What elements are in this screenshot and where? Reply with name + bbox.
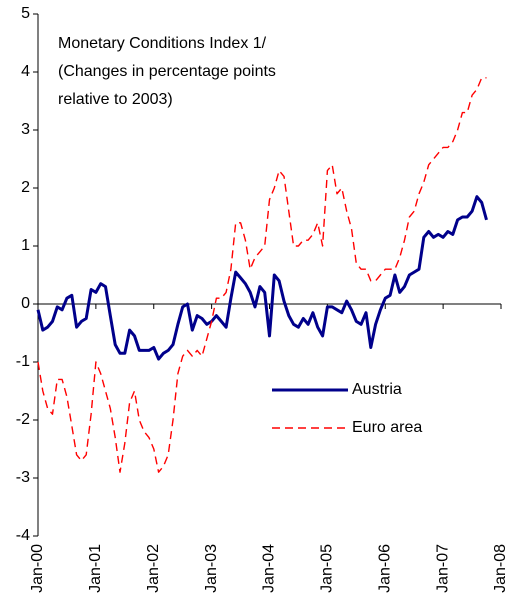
x-tick-label: Jan-03 xyxy=(203,544,220,593)
x-tick-label: Jan-07 xyxy=(434,544,451,593)
x-tick-label: Jan-08 xyxy=(492,544,509,593)
y-tick-label: 1 xyxy=(21,237,30,254)
chart-title-line: (Changes in percentage points xyxy=(58,63,276,80)
legend-label: Austria xyxy=(352,381,402,398)
chart-title-line: relative to 2003) xyxy=(58,91,173,108)
x-tick-label: Jan-00 xyxy=(29,544,46,593)
series-line xyxy=(37,77,487,473)
y-tick-label: 0 xyxy=(21,295,30,312)
y-tick-label: 5 xyxy=(21,5,30,22)
series-line xyxy=(36,195,488,361)
y-tick-label: -3 xyxy=(16,469,30,486)
x-tick-label: Jan-02 xyxy=(145,544,162,593)
x-tick-label: Jan-04 xyxy=(261,544,278,593)
y-tick-label: 4 xyxy=(21,63,30,80)
y-tick-label: -2 xyxy=(16,411,30,428)
chart-title-line: Monetary Conditions Index 1/ xyxy=(58,35,267,52)
x-tick-label: Jan-05 xyxy=(319,544,336,593)
y-tick-label: -1 xyxy=(16,353,30,370)
x-tick-label: Jan-01 xyxy=(87,544,104,593)
legend-label: Euro area xyxy=(352,419,422,436)
y-tick-label: 3 xyxy=(21,121,30,138)
x-tick-label: Jan-06 xyxy=(376,544,393,593)
y-tick-label: -4 xyxy=(16,527,30,544)
y-tick-label: 2 xyxy=(21,179,30,196)
